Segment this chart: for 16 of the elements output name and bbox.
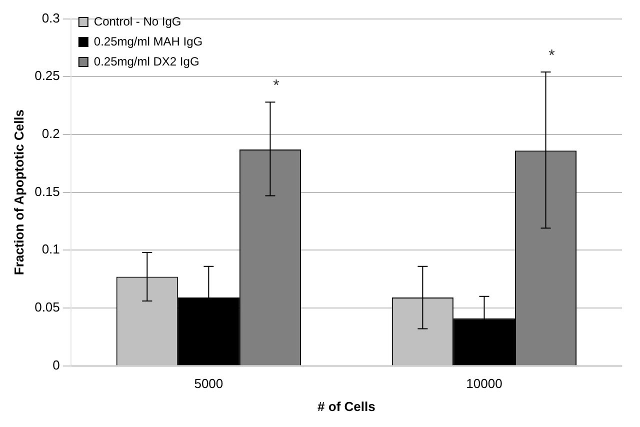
y-tick-label: 0.1	[42, 242, 60, 257]
y-tick-label: 0.05	[34, 300, 60, 315]
legend-label: 0.25mg/ml DX2 IgG	[94, 54, 200, 68]
y-tick-label: 0.15	[34, 184, 60, 199]
y-tick-label: 0	[52, 357, 60, 372]
x-axis-title: # of Cells	[318, 398, 376, 414]
annotation: *	[273, 77, 280, 94]
x-tick-label: 5000	[194, 376, 224, 392]
annotation: *	[548, 47, 555, 64]
y-tick-label: 0.25	[34, 68, 60, 84]
y-axis-title: Fraction of Apoptotic Cells	[11, 109, 26, 276]
x-tick-label: 10000	[466, 376, 502, 392]
y-tick-label: 0.2	[42, 126, 60, 142]
legend-label: Control - No IgG	[94, 14, 182, 28]
y-tick-label: 0.3	[42, 10, 60, 26]
legend-label: 0.25mg/ml MAH IgG	[94, 34, 203, 48]
